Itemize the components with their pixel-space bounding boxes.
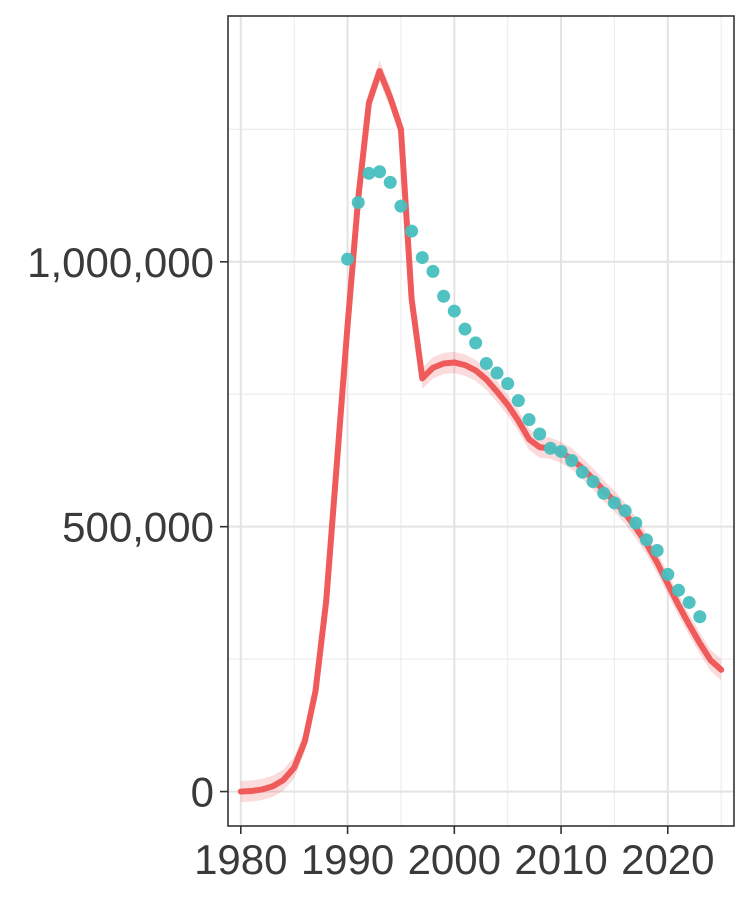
data-point bbox=[437, 289, 451, 303]
y-tick-label: 0 bbox=[191, 769, 214, 816]
data-point bbox=[426, 264, 440, 278]
data-point bbox=[490, 366, 504, 380]
x-tick-label: 1990 bbox=[301, 836, 394, 883]
data-point bbox=[415, 251, 429, 265]
data-point bbox=[693, 610, 707, 624]
data-point bbox=[469, 336, 483, 350]
data-point bbox=[405, 224, 419, 238]
x-tick-label: 2000 bbox=[408, 836, 501, 883]
data-point bbox=[607, 496, 621, 510]
y-tick-label: 1,000,000 bbox=[27, 239, 214, 286]
plot-border bbox=[227, 15, 735, 827]
data-point bbox=[661, 567, 675, 581]
y-tick-label: 500,000 bbox=[62, 504, 214, 551]
plot-background bbox=[228, 16, 734, 826]
data-point bbox=[362, 166, 376, 180]
axis-ticks: 1980 1990 2000 2010 2020 0 500,000 1,000,000 bbox=[27, 239, 714, 883]
data-point bbox=[554, 444, 568, 458]
data-point bbox=[394, 199, 408, 213]
data-point bbox=[543, 441, 557, 455]
data-point bbox=[447, 304, 461, 318]
data-point bbox=[383, 175, 397, 189]
data-point bbox=[479, 357, 493, 371]
data-point bbox=[586, 475, 600, 489]
scatter-series-layer bbox=[341, 165, 707, 624]
data-point bbox=[650, 544, 664, 558]
data-point bbox=[618, 504, 632, 518]
data-point bbox=[639, 533, 653, 547]
x-tick-label: 2010 bbox=[514, 836, 607, 883]
grid-lines bbox=[228, 16, 734, 826]
data-point bbox=[373, 165, 387, 179]
data-point bbox=[597, 486, 611, 500]
data-point bbox=[501, 377, 515, 391]
data-point bbox=[671, 583, 685, 597]
data-point bbox=[682, 595, 696, 609]
x-tick-label: 1980 bbox=[194, 836, 287, 883]
data-point bbox=[533, 427, 547, 441]
data-point bbox=[522, 413, 536, 427]
data-point bbox=[629, 516, 643, 530]
data-point bbox=[575, 465, 589, 479]
data-point bbox=[351, 195, 365, 209]
data-point bbox=[511, 394, 525, 408]
data-point bbox=[565, 453, 579, 467]
line-series-layer bbox=[237, 68, 725, 795]
data-point bbox=[341, 252, 355, 266]
data-point bbox=[458, 322, 472, 336]
x-tick-label: 2020 bbox=[621, 836, 714, 883]
series-line bbox=[237, 68, 725, 795]
